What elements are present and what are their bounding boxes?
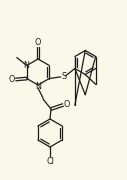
Text: N: N — [36, 82, 41, 91]
Text: O: O — [35, 38, 41, 47]
Text: O: O — [9, 75, 15, 84]
Text: S: S — [62, 71, 67, 80]
Text: O: O — [64, 100, 70, 109]
Text: N: N — [23, 60, 29, 69]
Text: Cl: Cl — [46, 156, 54, 165]
